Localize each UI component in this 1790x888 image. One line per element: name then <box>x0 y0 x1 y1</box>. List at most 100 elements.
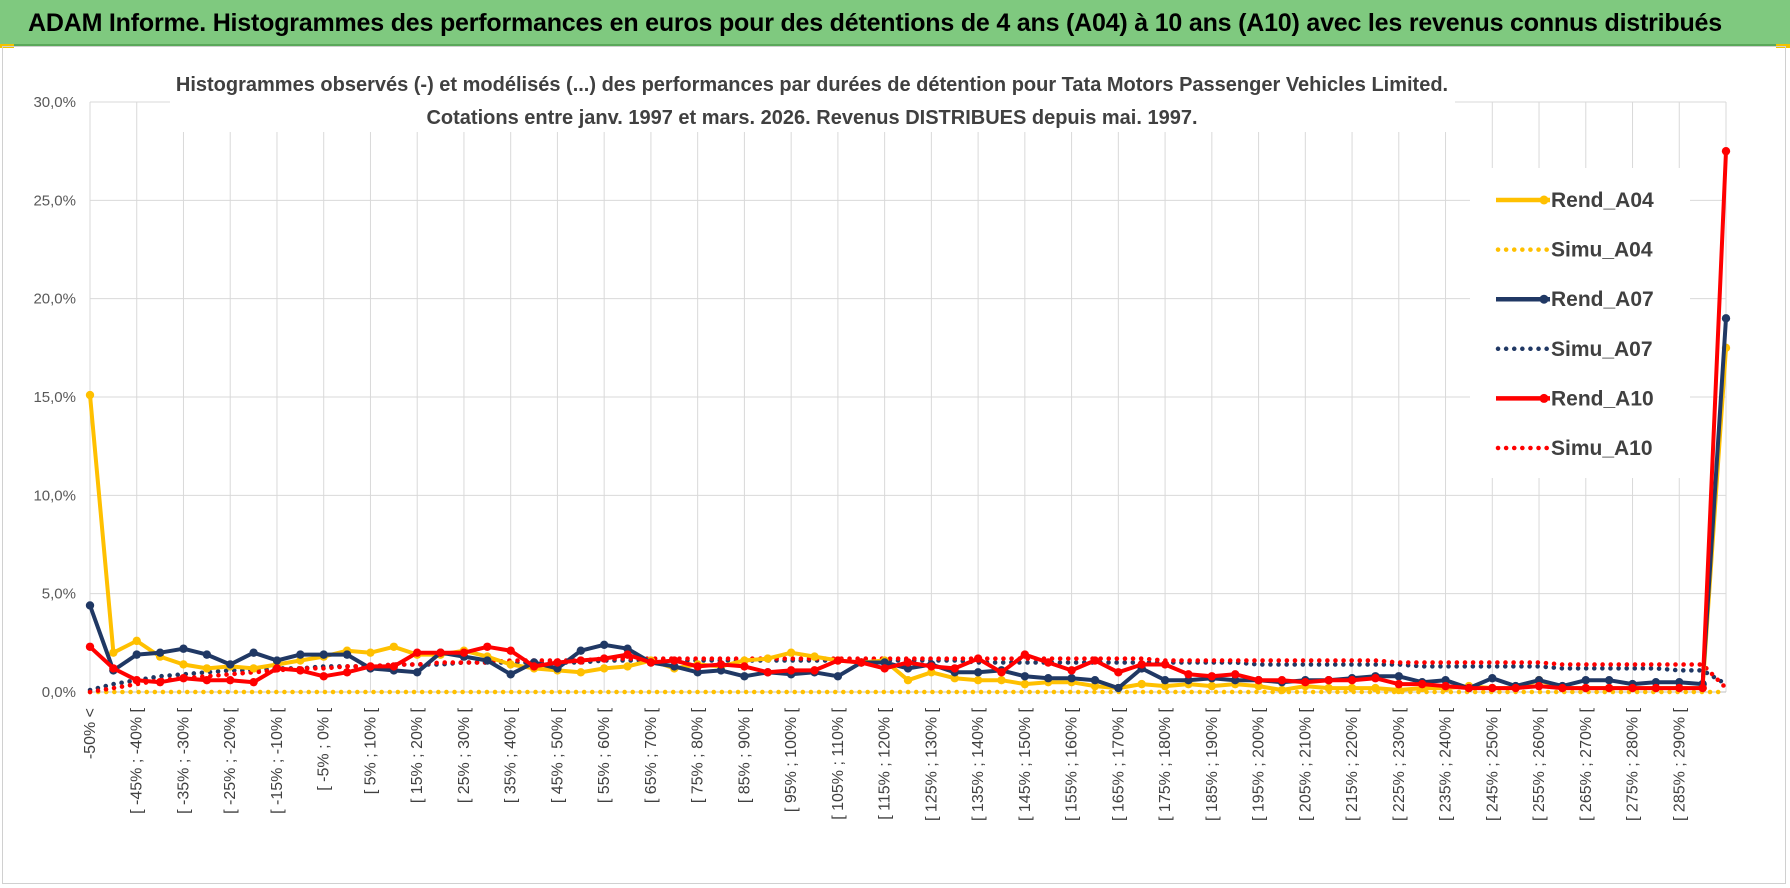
data-point <box>1184 676 1193 685</box>
data-point <box>693 662 702 671</box>
data-point <box>1721 314 1731 323</box>
x-tick-label: [ 245% ; 250% [ <box>1484 707 1501 821</box>
data-point <box>1675 683 1684 693</box>
x-tick-label: [ 55% ; 60% [ <box>596 707 613 803</box>
data-point <box>1651 677 1661 687</box>
legend-marker <box>1539 195 1549 205</box>
data-point <box>179 660 188 669</box>
data-point <box>927 662 936 671</box>
data-point <box>553 664 562 673</box>
data-point <box>950 664 959 673</box>
data-point <box>599 640 609 649</box>
legend-background <box>1470 168 1690 478</box>
data-point <box>1698 683 1707 693</box>
data-point <box>155 648 165 657</box>
data-point <box>1254 681 1263 691</box>
data-point <box>109 648 118 657</box>
data-point <box>880 664 889 673</box>
x-tick-label: [ 145% ; 150% [ <box>1017 707 1034 821</box>
x-axis-ticks: -50% < [ -45% ; -40% [[ -35% ; -30% [[ -2… <box>82 707 1688 821</box>
data-point <box>226 676 235 685</box>
x-tick-label: [ 75% ; 80% [ <box>690 707 707 803</box>
legend-marker <box>1539 393 1549 403</box>
legend-label: Rend_A10 <box>1551 387 1654 410</box>
y-tick-label: 25,0% <box>33 192 76 209</box>
data-point <box>1324 683 1333 693</box>
data-point <box>85 390 95 400</box>
data-point <box>1184 670 1193 679</box>
data-point <box>1628 683 1637 693</box>
data-point <box>1488 683 1497 693</box>
data-point <box>740 672 749 681</box>
legend-label: Simu_A10 <box>1551 437 1653 460</box>
legend-marker <box>1539 294 1549 304</box>
data-point <box>903 658 913 667</box>
legend-item-Rend_A04: Rend_A04 <box>1496 189 1654 212</box>
data-point <box>1604 676 1614 685</box>
y-axis-ticks: 0,0% 5,0% 10,0% 15,0% 20,0% 25,0% 30,0% <box>33 94 76 701</box>
data-point <box>623 644 632 653</box>
data-point <box>85 642 95 651</box>
data-point <box>1020 672 1030 681</box>
x-tick-label: [ 5% ; 10% [ <box>362 707 379 794</box>
data-point <box>179 674 188 683</box>
header-banner: ADAM Informe. Histogrammes des performan… <box>0 0 1790 46</box>
series-Rend_A10 <box>85 146 1731 693</box>
x-tick-label: [ 155% ; 160% [ <box>1064 707 1081 821</box>
data-point <box>1020 650 1030 659</box>
data-point <box>1651 683 1661 693</box>
data-point <box>1394 685 1404 695</box>
data-point <box>1114 683 1123 693</box>
data-point <box>132 676 141 685</box>
x-tick-label: [ 165% ; 170% [ <box>1110 707 1127 821</box>
legend-item-Simu_A07: Simu_A07 <box>1495 338 1653 361</box>
data-point <box>1534 681 1544 691</box>
data-point <box>366 648 375 657</box>
data-point <box>1114 668 1123 677</box>
data-point <box>413 648 422 657</box>
data-point <box>1207 681 1217 691</box>
data-point <box>763 654 772 663</box>
data-point <box>1534 676 1544 685</box>
data-point <box>1137 679 1146 689</box>
legend-item-Simu_A10: Simu_A10 <box>1495 437 1653 460</box>
legend-label: Rend_A07 <box>1551 288 1654 311</box>
data-point <box>1464 683 1474 693</box>
data-point <box>1721 146 1731 156</box>
data-point <box>740 656 749 665</box>
data-point <box>1347 676 1357 685</box>
data-point <box>459 648 469 657</box>
data-point <box>1371 683 1380 693</box>
data-point <box>950 674 959 683</box>
data-point <box>716 666 726 675</box>
data-point <box>1137 660 1146 669</box>
x-tick-label: [ 25% ; 30% [ <box>456 707 473 803</box>
data-point <box>1020 679 1030 689</box>
data-point <box>342 650 352 659</box>
data-point <box>1417 679 1427 689</box>
data-point <box>833 672 843 681</box>
x-tick-label: [ 275% ; 280% [ <box>1625 707 1642 821</box>
series <box>85 146 1731 695</box>
data-point <box>833 656 843 665</box>
x-tick-label: [ 15% ; 20% [ <box>409 707 426 803</box>
data-point <box>436 648 445 657</box>
data-point <box>1207 672 1217 681</box>
y-tick-label: 10,0% <box>33 487 76 504</box>
legend-label: Simu_A04 <box>1551 239 1653 262</box>
y-tick-label: 30,0% <box>33 94 76 111</box>
x-tick-label: -50% < <box>82 708 99 759</box>
data-point <box>296 650 305 659</box>
data-point <box>483 642 492 651</box>
data-point <box>716 660 726 669</box>
data-point <box>576 656 585 665</box>
data-point <box>1067 674 1076 683</box>
x-tick-label: [ 85% ; 90% [ <box>736 707 753 803</box>
data-point <box>786 648 796 657</box>
data-point <box>763 668 772 677</box>
data-point <box>1160 660 1170 669</box>
data-point <box>389 662 399 671</box>
data-point <box>272 664 282 673</box>
data-point <box>1254 676 1263 685</box>
x-tick-label: [ 35% ; 40% [ <box>503 707 520 803</box>
